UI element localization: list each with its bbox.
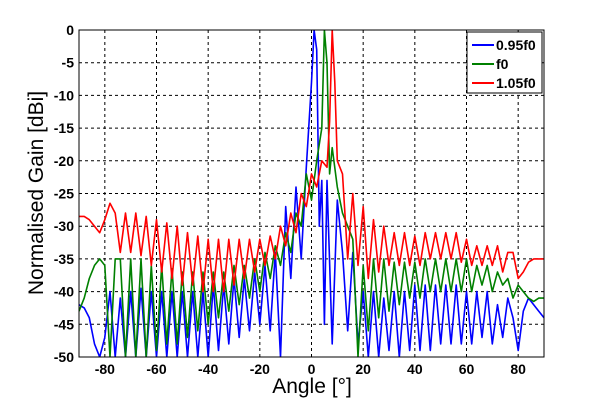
y-tick-label: -5 (62, 55, 75, 71)
y-tick-label: -35 (54, 251, 74, 267)
y-tick-labels: 0 -5 -10 -15 -20 -25 -30 -35 -40 -45 -50 (54, 22, 74, 365)
y-tick-label: -40 (54, 284, 74, 300)
plot-frame (78, 29, 545, 358)
x-tick-label: 0 (308, 361, 316, 377)
y-tick-label: -10 (54, 87, 74, 103)
x-axis-label: Angle [°] (272, 375, 352, 398)
x-tick-label: -60 (146, 361, 166, 377)
series-line-f0 (79, 30, 544, 357)
y-tick-label: -25 (54, 186, 74, 202)
x-tick-labels: -80 -60 -40 -20 0 20 40 60 80 (95, 361, 526, 377)
series-line-0-95f0 (79, 30, 544, 357)
x-tick-label: 80 (510, 361, 526, 377)
x-tick-label: -20 (250, 361, 270, 377)
x-tick-label: 60 (459, 361, 475, 377)
y-tick-label: -15 (54, 120, 74, 136)
legend-label: 1.05f0 (496, 75, 536, 91)
y-axis-label: Normalised Gain [dBi] (25, 91, 48, 295)
x-tick-label: 40 (407, 361, 423, 377)
y-tick-label: -50 (54, 349, 74, 365)
legend: 0.95f0 f0 1.05f0 (466, 31, 543, 94)
legend-label: 0.95f0 (496, 37, 536, 53)
y-tick-label: -20 (54, 153, 74, 169)
series-line-1-05f0 (79, 30, 544, 293)
x-tick-label: -40 (198, 361, 218, 377)
x-tick-label: -80 (95, 361, 115, 377)
y-tick-label: -45 (54, 316, 74, 332)
x-tick-label: 20 (355, 361, 371, 377)
legend-label: f0 (496, 56, 509, 72)
y-tick-label: 0 (66, 22, 74, 38)
y-tick-label: -30 (54, 218, 74, 234)
series-lines (79, 30, 544, 357)
